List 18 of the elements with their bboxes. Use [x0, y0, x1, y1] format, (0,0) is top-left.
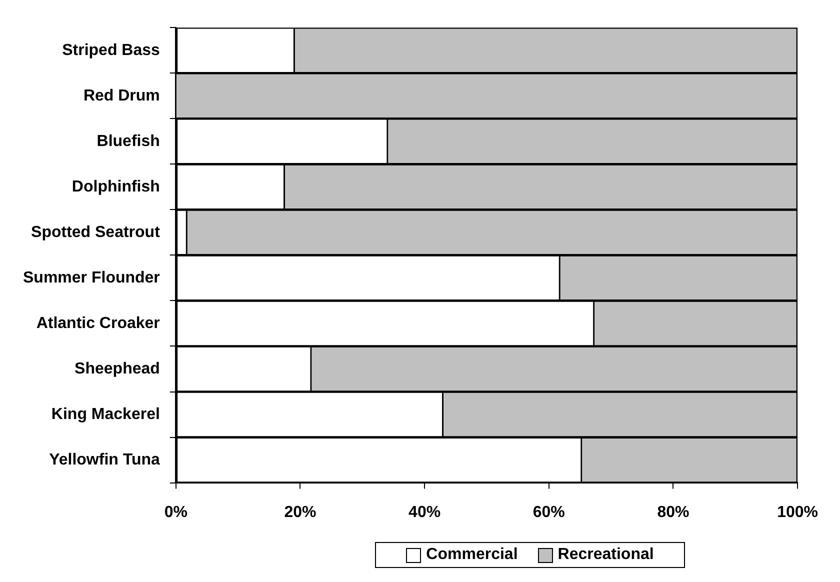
y-tick-label: King Mackerel — [51, 406, 160, 423]
y-tick-label: Atlantic Croaker — [36, 314, 160, 332]
legend-label: Recreational — [558, 546, 654, 564]
y-tick-label: Spotted Seatrout — [31, 224, 161, 241]
y-tick-label: Dolphinfish — [72, 178, 160, 196]
x-tick-label: 100% — [777, 504, 818, 521]
y-tick-label: Summer Flounder — [23, 269, 160, 286]
x-tick-label: 20% — [284, 504, 316, 521]
x-tick-label: 60% — [532, 504, 565, 521]
y-tick-label: Striped Bass — [62, 42, 160, 59]
y-tick-label: Red Drum — [83, 87, 160, 104]
y-tick-label: Sheephead — [74, 360, 160, 378]
x-tick-label: 0% — [164, 504, 188, 521]
x-tick-label: 80% — [657, 504, 690, 521]
x-tick-label: 40% — [408, 504, 441, 521]
y-tick-label: Yellowfin Tuna — [49, 451, 160, 468]
y-tick-label: Bluefish — [96, 132, 160, 150]
legend-label: Commercial — [426, 546, 518, 564]
